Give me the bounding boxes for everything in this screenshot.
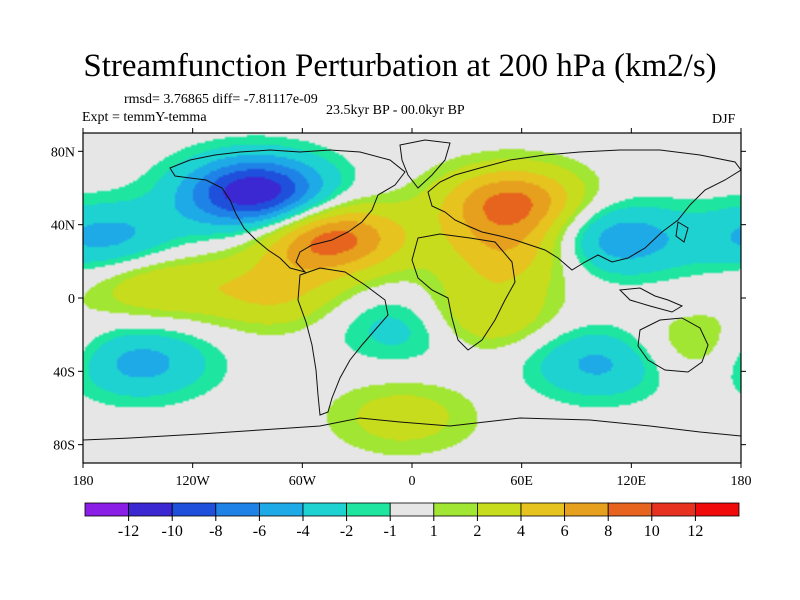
coast-greenland [399,139,451,189]
colorbar-label: 12 [687,523,703,540]
lon-tick-label: 120W [176,474,211,489]
colorbar-label: 8 [604,523,612,540]
season-label: DJF [712,112,736,127]
coast-north-america [169,149,406,273]
coast-antarctica [83,417,741,441]
colorbar-label: -8 [209,523,222,540]
coast-indonesia [618,287,684,313]
streamfunction-field [83,133,741,463]
colorbar-swatch [476,502,522,517]
colorbar-swatch [84,502,129,517]
expt-text: Expt = temmY-temma [82,110,207,125]
lat-tick-label: 0 [68,292,75,307]
coastlines [83,139,741,441]
colorbar-label: -2 [340,523,353,540]
colorbar-label: 4 [517,523,525,540]
lon-tick-label: 0 [409,474,416,489]
colorbar-swatch [302,502,347,517]
colorbar-label: -10 [162,523,183,540]
coast-eurasia [427,149,741,271]
lon-tick-label: 60W [289,474,317,489]
coast-australia [637,317,709,373]
lon-tick-label: 180 [731,474,752,489]
colorbar-label: 1 [430,523,438,540]
colorbar-label: -12 [118,523,139,540]
coast-south-america [297,267,389,416]
lat-tick-label: 40S [53,365,75,380]
lat-tick-label: 40N [51,219,75,234]
colorbar-swatch [128,502,173,517]
colorbar-swatch [651,502,696,517]
colorbar-label: 2 [473,523,481,540]
lat-tick-label: 80N [51,145,75,160]
coast-japan [675,221,689,243]
colorbar-swatch [520,502,565,517]
colorbar-label: 6 [561,523,569,540]
rmsd-text: rmsd= 3.76865 diff= -7.81117e-09 [124,92,318,107]
chart-title: Streamfunction Perturbation at 200 hPa (… [83,48,717,84]
colorbar-swatch [171,502,217,517]
coast-africa [411,233,516,351]
colorbar-swatch [564,502,609,517]
colorbar-swatch [346,502,391,517]
colorbar-swatch [695,502,740,517]
lon-tick-label: 60E [510,474,533,489]
period-text: 23.5kyr BP - 00.0kyr BP [326,103,465,118]
colorbar-label: -4 [296,523,309,540]
lon-tick-label: 120E [617,474,647,489]
colorbar-swatch [389,502,435,517]
lon-tick-label: 180 [73,474,94,489]
colorbar-label: 10 [644,523,660,540]
colorbar-swatch [258,502,304,517]
colorbar-swatch [607,502,653,517]
lat-tick-label: 80S [53,439,75,454]
colorbar-swatch [433,502,478,517]
colorbar-swatch [215,502,260,517]
colorbar-label: -6 [253,523,266,540]
colorbar-label: -1 [384,523,397,540]
